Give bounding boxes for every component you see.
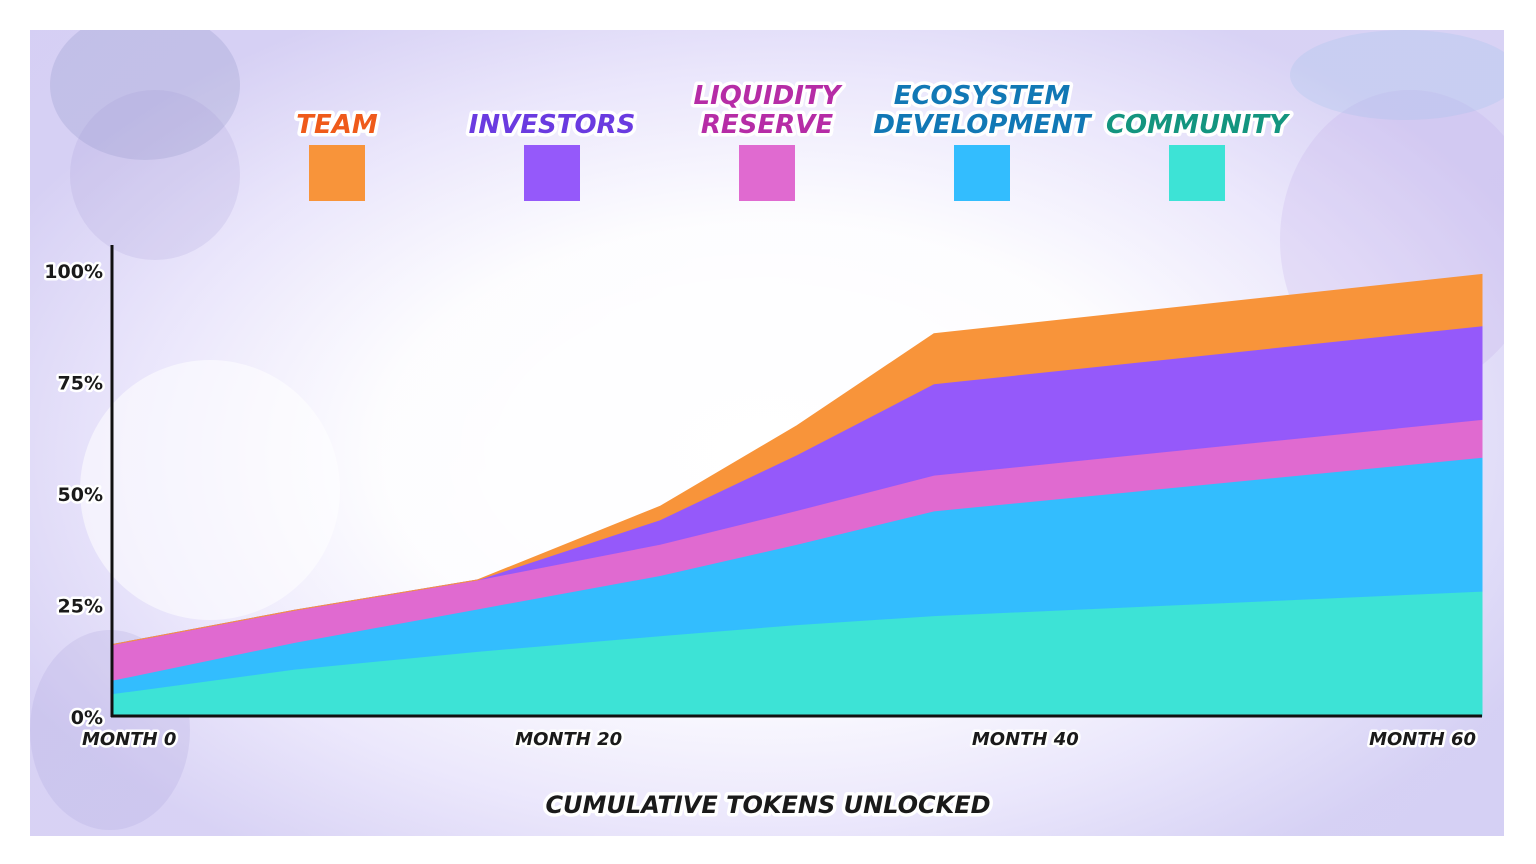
legend-label-community-line-1: COMMUNITY (1106, 110, 1291, 140)
area-team (111, 273, 1483, 646)
legend-label-investors-line-1: INVESTORS (469, 110, 636, 140)
stacked-areas (111, 273, 1483, 717)
legend-label-liquidity-reserve-line-2: RESERVE (701, 110, 833, 140)
legend-item-community: COMMUNITY (1102, 107, 1295, 201)
x-tick-label-month-60: MONTH 60 (1369, 729, 1476, 750)
x-tick-labels: MONTH 0 MONTH 20 MONTH 40 MONTH 60 (80, 727, 1479, 753)
legend-label-ecosystem-development-line-2: DEVELOPMENT (873, 110, 1092, 140)
legend-label-ecosystem-development-line-1: ECOSYSTEM (894, 81, 1071, 111)
legend-item-investors: INVESTORS (465, 107, 639, 201)
y-tick-label-25: 25% (58, 596, 103, 618)
legend-label-liquidity-reserve-line-1: LIQUIDITY (694, 81, 844, 111)
y-tick-label-100: 100% (44, 261, 103, 283)
x-tick-label-month-40: MONTH 40 (972, 729, 1079, 750)
x-tick-label-month-0: MONTH 0 (82, 729, 176, 750)
legend: TEAM INVESTORSLIQUIDITYRESERVEECOSYSTEMDE… (293, 78, 1295, 201)
legend-swatch-liquidity-reserve (739, 145, 795, 201)
y-tick-label-50: 50% (58, 484, 103, 506)
legend-swatch-team (309, 145, 365, 201)
legend-item-team: TEAM (293, 107, 381, 201)
x-tick-label-month-20: MONTH 20 (515, 729, 622, 750)
y-tick-labels: 0% 25% 50% 75% 100% (42, 259, 106, 732)
y-tick-label-0: 0% (71, 707, 103, 729)
legend-label-team-line-1: TEAM (296, 110, 378, 140)
y-tick-label-75: 75% (58, 373, 103, 395)
x-axis-title: CUMULATIVE TOKENS UNLOCKED (545, 791, 990, 819)
legend-swatch-ecosystem-development (954, 145, 1010, 201)
axes (110, 245, 1482, 718)
legend-swatch-investors (524, 145, 580, 201)
legend-swatch-community (1169, 145, 1225, 201)
